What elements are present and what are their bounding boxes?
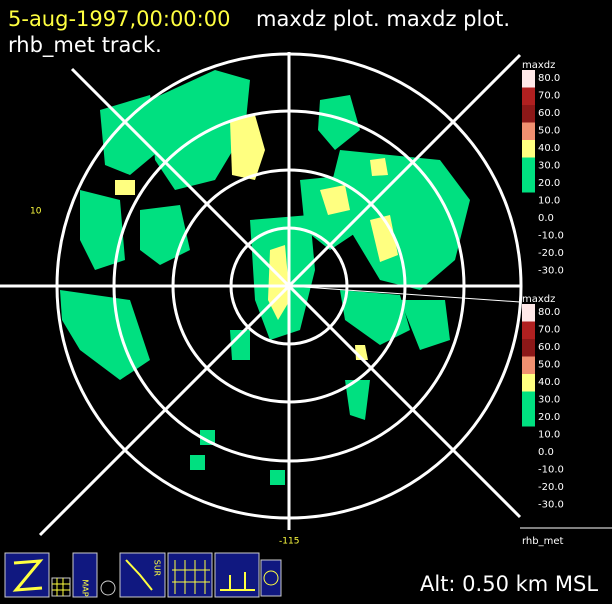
legend-swatch — [522, 356, 535, 374]
legend-swatch — [522, 304, 535, 322]
legend-label: 60.0 — [538, 342, 560, 353]
legend-label: -20.0 — [538, 482, 564, 493]
legend-label: 30.0 — [538, 395, 560, 406]
track-title: rhb_met track. — [8, 33, 162, 58]
legend-swatch — [522, 339, 535, 357]
legend-swatch — [522, 70, 535, 88]
platform: rhb_met — [522, 536, 564, 547]
circle-button[interactable] — [100, 580, 116, 596]
grid-button[interactable] — [51, 577, 71, 597]
legend-swatch — [522, 175, 535, 193]
plot-title: maxdz plot. maxdz plot. — [256, 7, 510, 31]
legend-label: 20.0 — [538, 412, 560, 423]
legend-swatch — [522, 321, 535, 339]
legend-label: -10.0 — [538, 465, 564, 476]
legend-label: 70.0 — [538, 91, 560, 102]
altitude: Alt: 0.50 km MSL — [420, 572, 598, 596]
legend-label: 50.0 — [538, 126, 560, 137]
legend-title: maxdz — [522, 294, 555, 305]
legend-label: 10.0 — [538, 430, 560, 441]
legend-label: 30.0 — [538, 161, 560, 172]
legend-label: -20.0 — [538, 248, 564, 259]
legend-label: 10.0 — [538, 196, 560, 207]
legend-swatch — [522, 87, 535, 105]
legend-label: 20.0 — [538, 178, 560, 189]
legend-swatch — [522, 391, 535, 409]
legend-label: -30.0 — [538, 266, 564, 277]
radar-button[interactable] — [260, 559, 282, 597]
legends: maxdz 80.0 70.0 60.0 50.0 40.0 30.0 20.0 10.0 0.0… — [522, 60, 564, 511]
legend-label: 60.0 — [538, 108, 560, 119]
legend-swatch — [522, 105, 535, 123]
legend-title: maxdz — [522, 60, 555, 71]
map-button[interactable] — [72, 552, 98, 598]
legend-swatch — [522, 122, 535, 140]
legend-swatch — [522, 140, 535, 158]
legend-label: 40.0 — [538, 143, 560, 154]
legend-swatch — [522, 409, 535, 427]
x-label: -115 — [279, 537, 299, 547]
legend-label: 50.0 — [538, 360, 560, 371]
legend-label: -30.0 — [538, 500, 564, 511]
legend-label: 0.0 — [538, 213, 554, 224]
sur-label: SUR — [153, 560, 162, 577]
range-rings — [0, 52, 523, 537]
map-label: MAP — [81, 579, 90, 596]
legend-label: 0.0 — [538, 447, 554, 458]
legend-label: 70.0 — [538, 325, 560, 336]
date: 5-aug-1997,00:00:00 — [8, 7, 230, 31]
legend-label: -10.0 — [538, 231, 564, 242]
legend-label: 80.0 — [538, 73, 560, 84]
legend-label: 40.0 — [538, 377, 560, 388]
legend-swatch — [522, 374, 535, 392]
legend-label: 80.0 — [538, 307, 560, 318]
legend-swatch — [522, 157, 535, 175]
toolbar: MAP SUR — [4, 552, 282, 598]
y-label: 10 — [30, 207, 42, 217]
